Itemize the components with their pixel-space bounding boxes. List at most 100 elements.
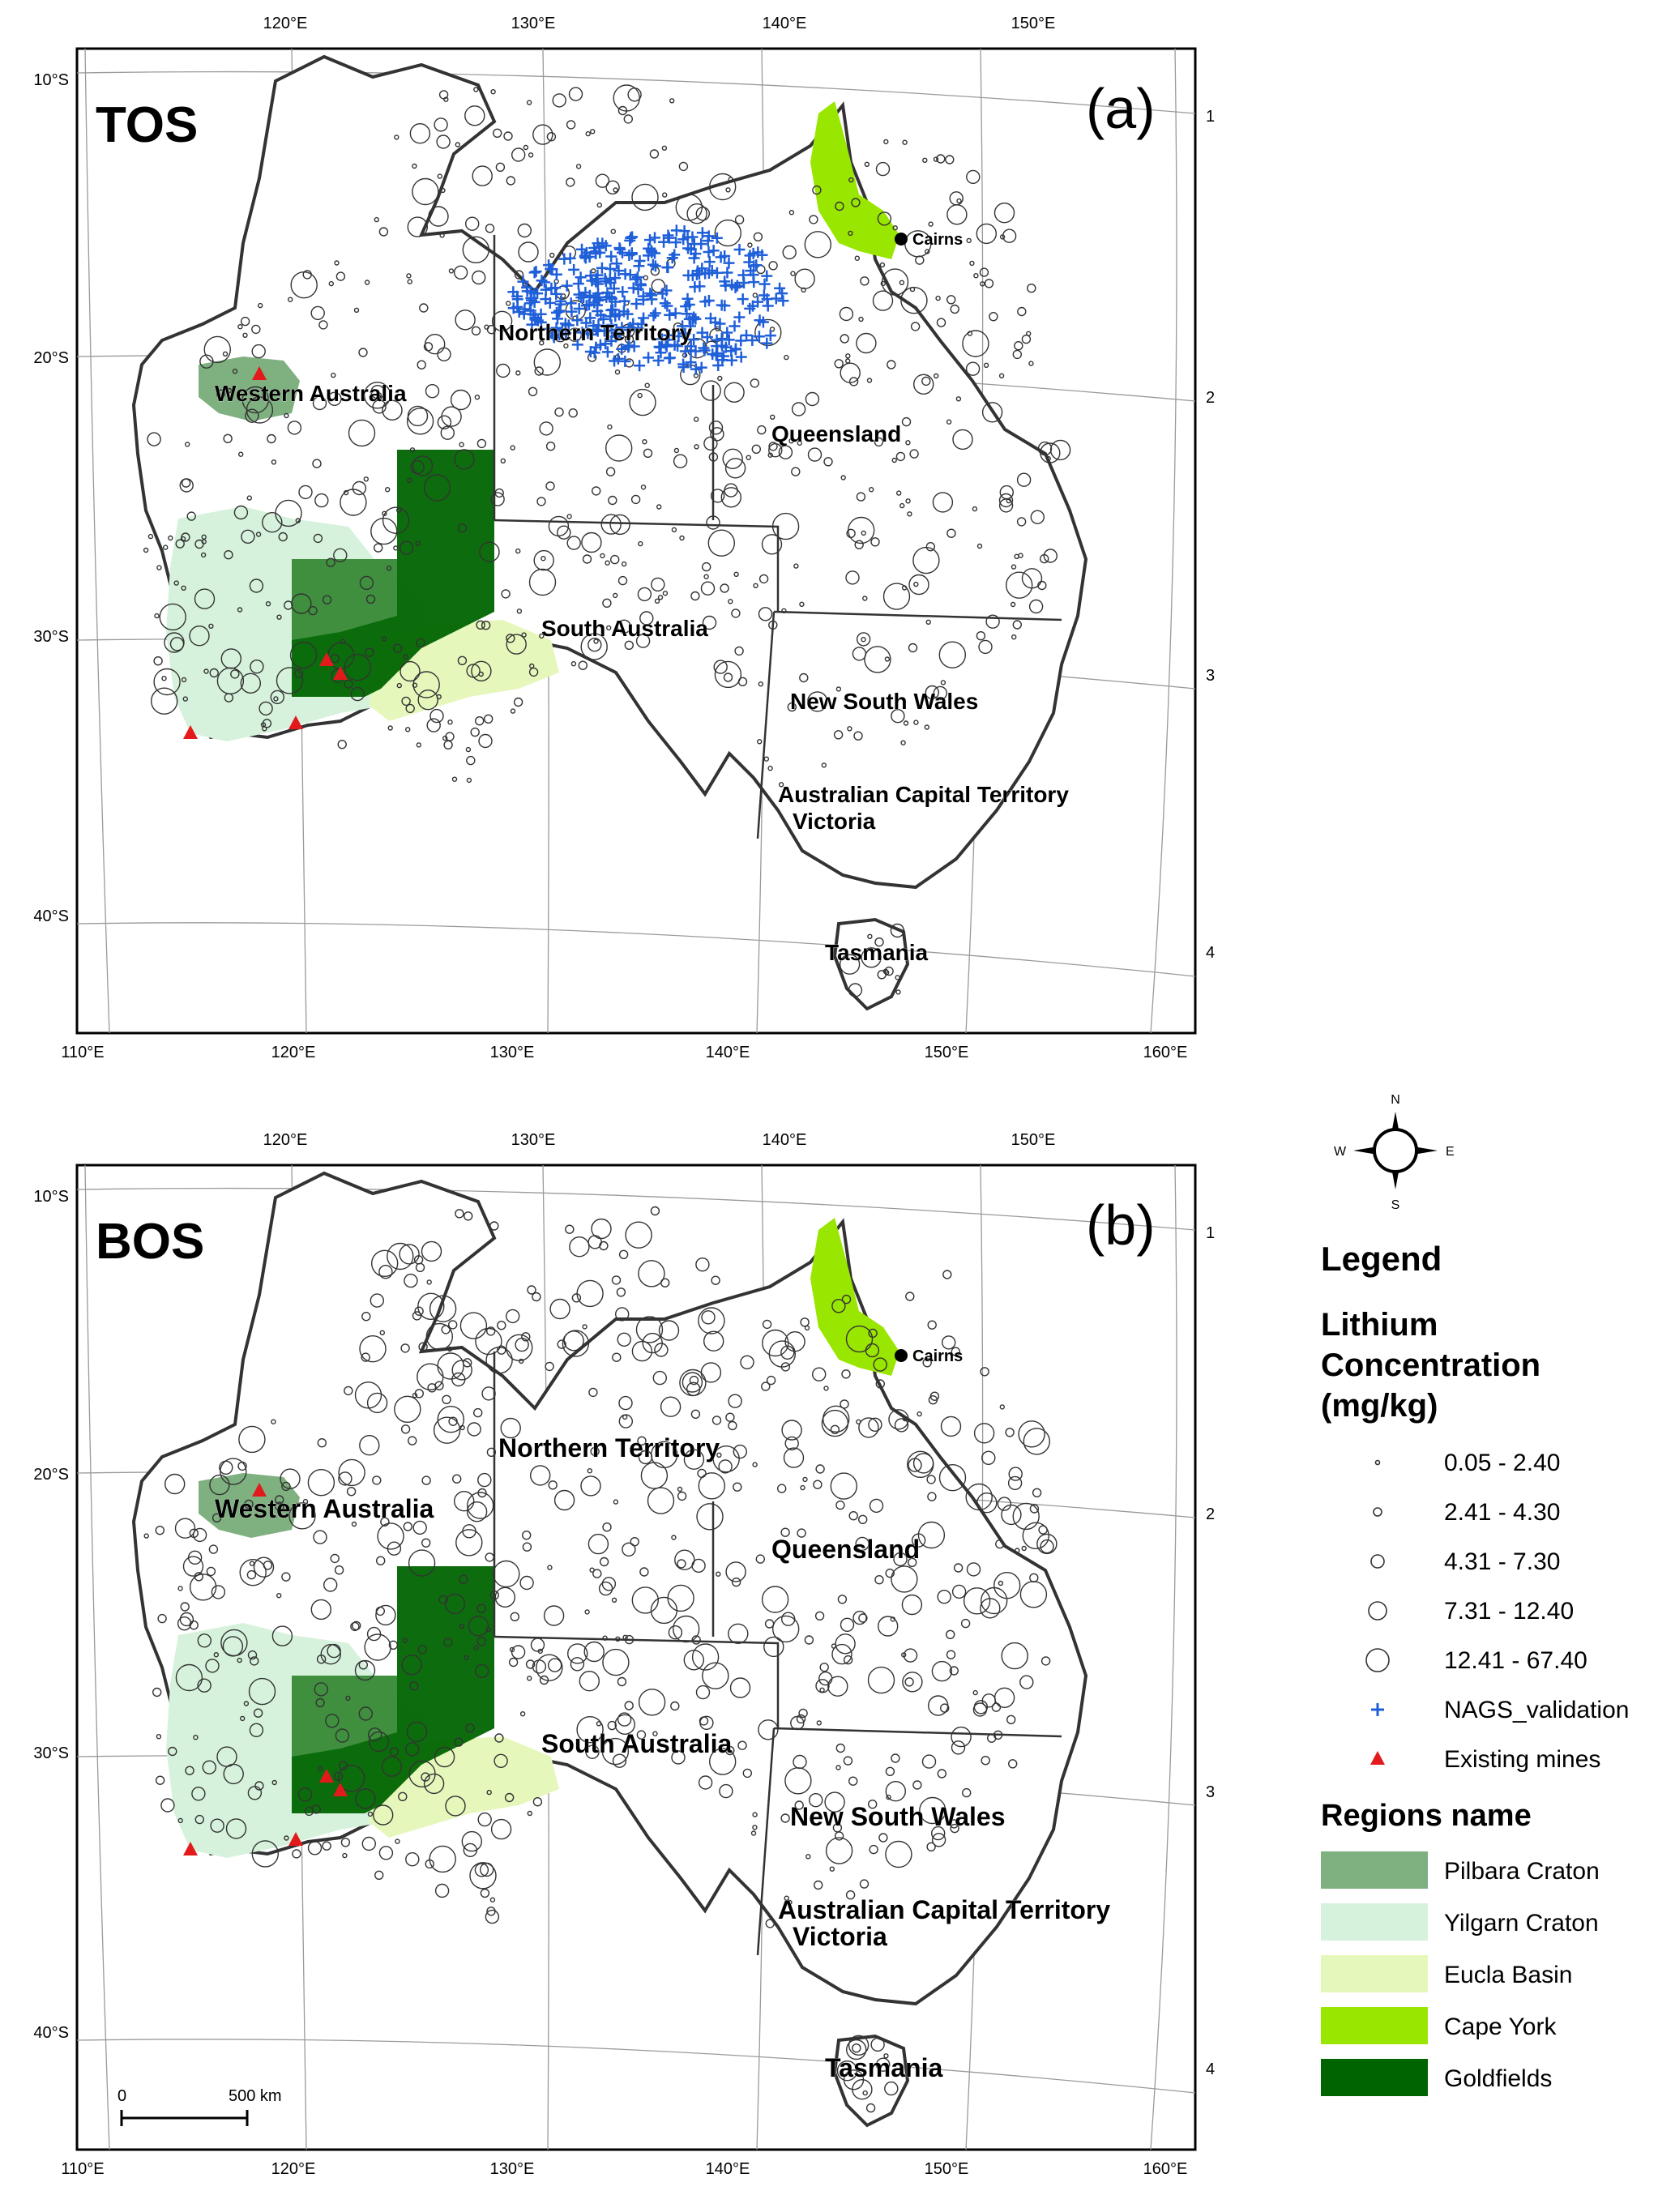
sample-point [448,268,455,274]
sample-point [877,211,892,226]
sample-point [477,1812,492,1827]
sample-point [511,147,526,162]
sample-point [669,98,675,104]
sample-point [835,1765,841,1770]
sample-point [160,1798,175,1813]
sample-point [310,305,325,321]
validation-point [568,263,580,275]
sample-point [592,486,601,496]
sample-point [679,535,685,541]
sample-point [344,679,353,689]
sample-point [999,234,1006,240]
validation-point [622,324,635,336]
sample-point [845,570,860,585]
sample-point [580,1475,601,1497]
sample-point [823,457,833,467]
sample-point [931,1833,946,1847]
sample-point [1001,1504,1022,1526]
sample-point [331,372,336,378]
sample-point [376,392,382,398]
sample-point [202,1760,216,1774]
sample-point [208,1544,219,1554]
sample-point [784,1767,812,1795]
sample-point [562,1330,590,1357]
validation-point [590,341,602,353]
sample-point [394,1395,421,1423]
sample-point [276,667,304,694]
sample-point [925,619,931,625]
sample-point [752,1462,758,1467]
sample-point [313,533,323,544]
sample-point [395,1838,400,1844]
sample-point [409,122,431,144]
validation-point [761,293,773,305]
sample-point [835,1743,846,1753]
sample-point [428,206,449,227]
validation-point [548,331,560,344]
sample-point [637,587,652,602]
validation-point [583,250,596,263]
legend-class-label: 4.31 - 7.30 [1444,1548,1560,1575]
sample-point [177,1616,192,1631]
sample-point [866,378,873,383]
sample-point [895,490,902,496]
sample-point [768,1340,796,1368]
sample-point [938,641,967,668]
sample-point [588,638,602,652]
sample-point [478,733,493,749]
sample-point [506,176,515,186]
sample-point [237,324,243,330]
sample-point [388,1640,399,1650]
sample-point [1002,228,1017,243]
legend-class-symbol [1365,1648,1390,1672]
sample-point [317,1438,327,1448]
sample-point [831,1643,837,1649]
compass-north: N [1391,1094,1400,1107]
sample-point [698,1775,713,1790]
sample-point [617,1676,627,1687]
sample-point [938,1464,967,1492]
sample-point [462,236,489,263]
sample-point [883,970,890,976]
sample-point [255,532,262,537]
sample-point [607,1720,617,1731]
sample-point [182,696,189,702]
sample-point [374,216,379,223]
sample-point [489,1897,496,1902]
validation-point [601,346,613,358]
sample-point [412,1520,427,1535]
validation-point [723,257,735,269]
validation-point [729,281,741,293]
sample-point [618,1414,633,1428]
sample-point [926,1475,936,1484]
sample-point [161,676,167,681]
validation-point [741,329,753,341]
sample-point [868,487,874,493]
sample-point [615,1307,630,1322]
sample-point [643,275,648,280]
sample-point [783,1447,805,1468]
legend-region-label: Cape York [1444,2013,1557,2040]
graticule-parallel [77,2039,1195,2094]
validation-point [551,313,563,325]
validation-point [711,334,723,346]
sample-point [387,1242,414,1270]
lat-label-right: 30°S [1206,667,1216,685]
validation-point [721,327,733,339]
sample-point [1012,349,1023,360]
validation-point [609,355,621,367]
sample-point [983,362,989,368]
validation-point [673,331,685,343]
validation-point [695,361,707,374]
sample-point [553,1489,575,1511]
validation-point [752,246,764,258]
sample-point [757,425,767,435]
sample-point [465,216,480,231]
sample-point [662,192,668,198]
sample-point [224,550,233,560]
sample-point [961,1787,972,1798]
sample-point [352,1621,361,1630]
sample-point [981,1450,996,1465]
sample-point [824,1791,845,1813]
sample-point [423,342,434,352]
